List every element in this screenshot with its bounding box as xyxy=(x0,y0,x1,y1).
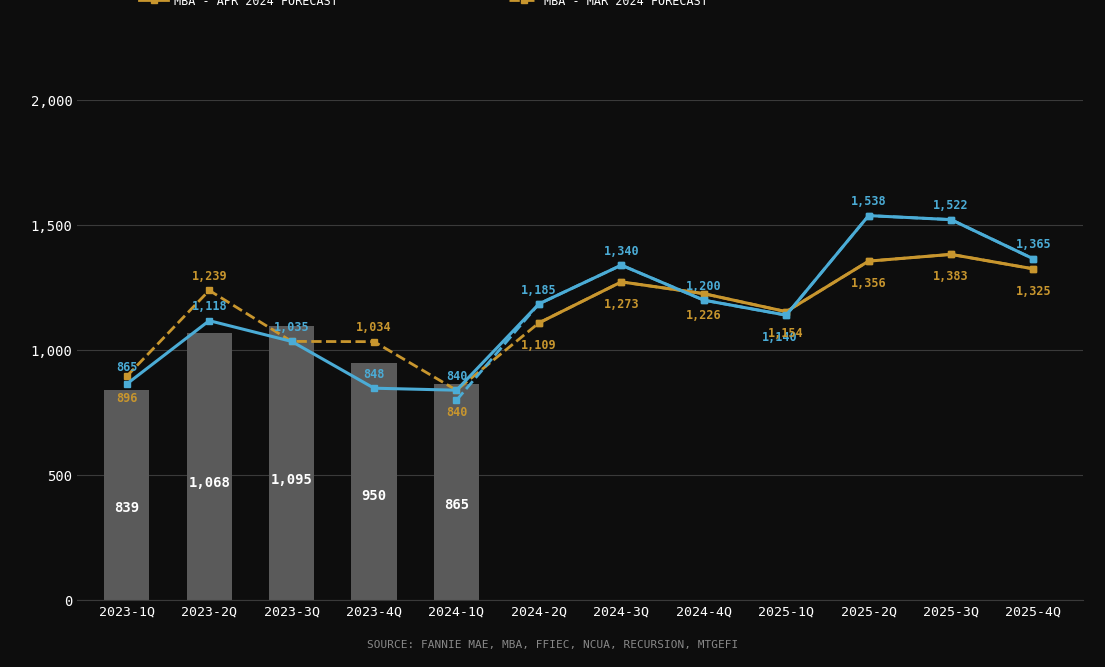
Text: 1,325: 1,325 xyxy=(1015,285,1051,297)
Text: 1,226: 1,226 xyxy=(686,309,722,322)
Bar xyxy=(269,326,314,600)
Bar xyxy=(351,363,397,600)
Text: 1,340: 1,340 xyxy=(603,245,639,257)
Text: 896: 896 xyxy=(116,392,137,405)
Text: 848: 848 xyxy=(364,368,385,381)
Text: 1,140: 1,140 xyxy=(761,331,797,344)
Text: 1,035: 1,035 xyxy=(274,321,309,334)
Text: 1,273: 1,273 xyxy=(603,297,639,311)
Bar xyxy=(187,334,232,600)
Text: 1,383: 1,383 xyxy=(934,270,969,283)
Text: 1,034: 1,034 xyxy=(356,321,392,334)
Text: 840: 840 xyxy=(445,406,467,419)
Text: 1,239: 1,239 xyxy=(191,270,227,283)
Text: 839: 839 xyxy=(114,501,139,515)
Text: 840: 840 xyxy=(445,370,467,383)
Text: 1,200: 1,200 xyxy=(686,279,722,293)
Text: 1,118: 1,118 xyxy=(191,300,227,313)
Text: 1,538: 1,538 xyxy=(851,195,886,208)
Text: 1,154: 1,154 xyxy=(768,327,804,340)
Text: 1,365: 1,365 xyxy=(1015,239,1051,251)
Text: 865: 865 xyxy=(116,361,137,374)
Text: 1,185: 1,185 xyxy=(522,283,557,297)
Text: 865: 865 xyxy=(444,498,469,512)
Text: 1,095: 1,095 xyxy=(271,473,313,487)
Bar xyxy=(434,384,480,600)
Text: 1,522: 1,522 xyxy=(934,199,969,212)
Legend: MTGEFI - MAR 2024 ACTUALS & Q1 2024 PROJECTED, MBA - APR 2024 FORECAST, FANNIE M: MTGEFI - MAR 2024 ACTUALS & Q1 2024 PROJ… xyxy=(139,0,1021,8)
Bar xyxy=(104,390,149,600)
Text: 1,356: 1,356 xyxy=(851,277,886,290)
Text: 1,109: 1,109 xyxy=(522,339,557,352)
Text: SOURCE: FANNIE MAE, MBA, FFIEC, NCUA, RECURSION, MTGEFI: SOURCE: FANNIE MAE, MBA, FFIEC, NCUA, RE… xyxy=(367,640,738,650)
Text: 1,068: 1,068 xyxy=(188,476,230,490)
Text: 950: 950 xyxy=(361,489,387,503)
